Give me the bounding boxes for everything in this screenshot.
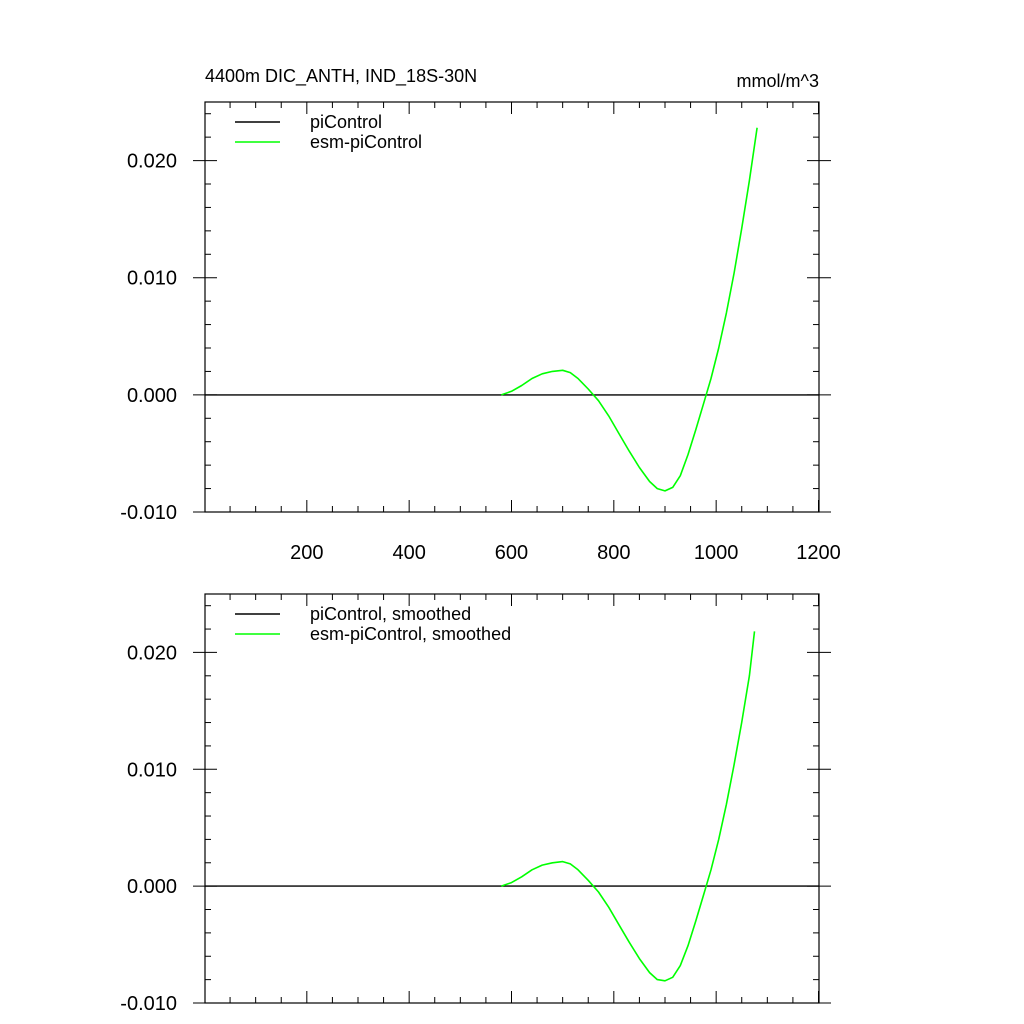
y-tick-label: 0.000 — [127, 876, 177, 898]
chart-title: 4400m DIC_ANTH, IND_18S-30N — [205, 66, 477, 87]
x-tick-label: 600 — [495, 542, 528, 564]
chart-panel-2: -0.010 0.000 0.010 0.020 piControl, smoothed… — [120, 593, 831, 1015]
units-label: mmol/m^3 — [737, 71, 819, 91]
legend-label: piControl — [310, 112, 382, 132]
y-tick-label: 0.010 — [127, 268, 177, 290]
series-line-esm-picontrol-smoothed — [501, 631, 756, 982]
plot-frame — [204, 101, 820, 513]
legend-label: piControl, smoothed — [310, 604, 471, 624]
y-tick-label: 0.020 — [127, 151, 177, 173]
y-tick-label: 0.010 — [127, 759, 177, 781]
y-tick-label: -0.010 — [120, 502, 177, 524]
x-tick-label: 400 — [392, 542, 425, 564]
y-tick-label: 0.000 — [127, 385, 177, 407]
y-tick-label: -0.010 — [120, 993, 177, 1015]
legend-label: esm-piControl — [310, 132, 422, 152]
x-tick-label: 1200 — [796, 542, 841, 564]
chart-panel-1: 200 400 600 800 1000 1200 -0.010 0.000 0.010 0.02… — [120, 66, 840, 564]
series-line-esm-picontrol — [501, 127, 758, 492]
x-tick-label: 200 — [290, 542, 323, 564]
x-tick-label: 800 — [597, 542, 630, 564]
x-tick-label: 1000 — [694, 542, 739, 564]
y-tick-label: 0.020 — [127, 642, 177, 664]
plot-frame — [204, 593, 820, 1004]
legend-label: esm-piControl, smoothed — [310, 624, 511, 644]
